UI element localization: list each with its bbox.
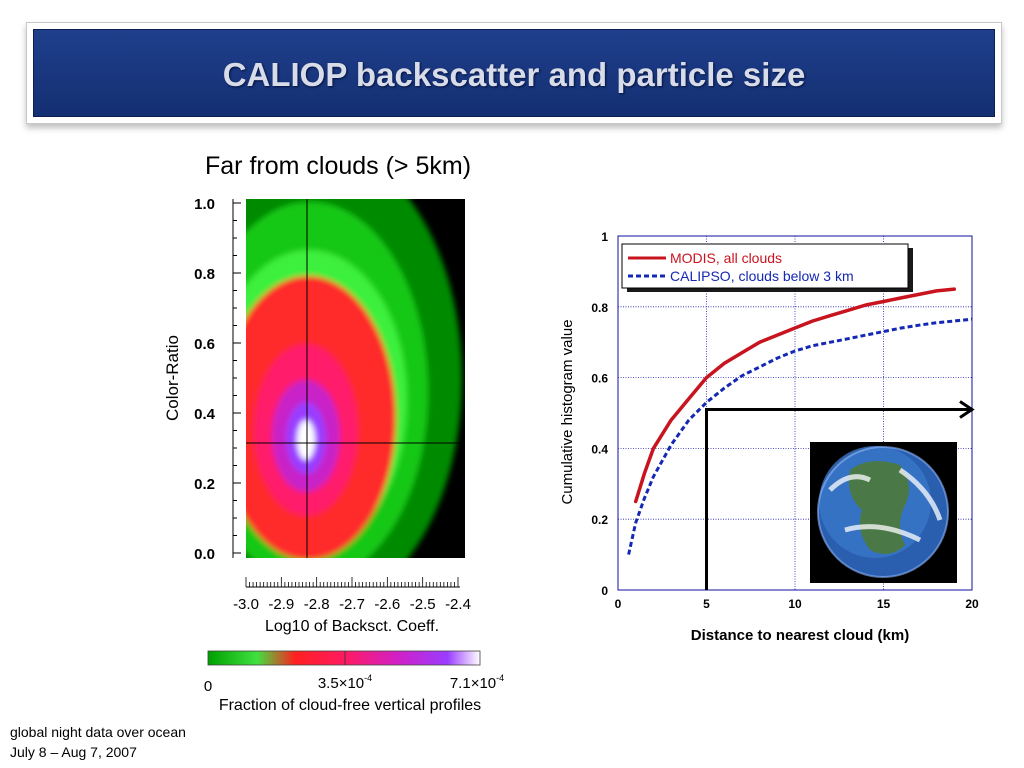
- annotation-arrow-head: [959, 400, 975, 419]
- legend-label-calipso: CALIPSO, clouds below 3 km: [670, 268, 854, 284]
- colorbar-caption: Fraction of cloud-free vertical profiles: [219, 697, 481, 714]
- heatmap-y-axis-label: Color-Ratio: [163, 335, 182, 421]
- heatmap-x-tick-label: -2.4: [445, 596, 471, 613]
- heatmap-y-tick-label: 0.0: [194, 546, 215, 563]
- line-chart-y-tick-label: 0.2: [591, 513, 608, 527]
- heatmap-band-core: [297, 420, 315, 460]
- footnote-line-2: July 8 – Aug 7, 2007: [10, 744, 137, 760]
- line-chart-y-axis-label: Cumulative histogram value: [559, 319, 576, 504]
- title-frame: CALIOP backscatter and particle size: [26, 22, 1002, 124]
- line-chart-x-tick-label: 5: [703, 597, 710, 611]
- heatmap-x-tick-label: -2.5: [410, 596, 436, 613]
- heatmap-x-tick-label: -2.6: [374, 596, 400, 613]
- heatmap-x-axis-label: Log10 of Backsct. Coeff.: [265, 618, 439, 635]
- colorbar-label-mid: 3.5×10-4: [318, 673, 372, 692]
- annotation-arrow: [705, 400, 975, 590]
- line-chart-y-tick-label: 0.8: [591, 301, 608, 315]
- line-chart-x-tick-label: 20: [965, 597, 979, 611]
- colorbar-gradient: [207, 650, 481, 666]
- heatmap-y-axis: 0.0 0.2 0.4 0.6 0.8 1.0: [194, 196, 241, 563]
- line-chart-x-axis-label: Distance to nearest cloud (km): [691, 627, 909, 644]
- line-chart-y-tick-label: 0: [601, 584, 608, 598]
- series-line-modis: [633, 287, 957, 504]
- annotation-arrow-line: [705, 407, 970, 590]
- heatmap-y-tick-label: 0.4: [194, 406, 216, 423]
- line-chart-x-tick-label: 10: [788, 597, 802, 611]
- footnote-line-1: global night data over ocean: [10, 724, 186, 740]
- heatmap-x-tick-label: -2.7: [339, 596, 365, 613]
- line-chart-x-tick-label: 15: [877, 597, 891, 611]
- heatmap-x-tick-label: -2.9: [268, 596, 294, 613]
- heatmap-x-tick-label: -2.8: [304, 596, 330, 613]
- heatmap-y-tick-label: 0.2: [194, 476, 215, 493]
- backscatter-heatmap: 0.00.20.40.60.81.0 -3.0 -2.9 -2.8 -2.7 -2.6-…: [163, 196, 471, 635]
- colorbar-label-max: 7.1×10-4: [450, 673, 504, 692]
- heatmap-y-tick-label: 1.0: [194, 196, 215, 213]
- series-line-calipso: [627, 317, 973, 555]
- heatmap-y-tick-label: 0.8: [194, 266, 215, 283]
- title-bar: CALIOP backscatter and particle size: [33, 29, 995, 117]
- slide-subtitle: Far from clouds (> 5km): [205, 152, 472, 180]
- slide-title: CALIOP backscatter and particle size: [222, 56, 806, 93]
- heatmap-x-tick-label: -3.0: [233, 596, 259, 613]
- legend-box: [621, 243, 909, 289]
- line-chart-series: [627, 287, 973, 555]
- line-chart-y-tick-label: 0.4: [591, 442, 608, 456]
- line-chart-x-tick-label: 0: [615, 597, 622, 611]
- colorbar-label-min: 0: [204, 678, 212, 695]
- heatmap-y-tick-label: 0.6: [194, 336, 215, 353]
- line-chart-legend: MODIS, all clouds CALIPSO, clouds below …: [621, 243, 913, 292]
- heatmap-x-axis: -3.0 -2.9 -2.8 -2.7 -2.6 -2.5 -2.4: [233, 577, 471, 613]
- legend-label-modis: MODIS, all clouds: [670, 250, 782, 266]
- earth-image: [810, 442, 957, 583]
- line-chart-y-tick-label: 1: [601, 230, 608, 244]
- line-chart-y-tick-label: 0.6: [591, 372, 608, 386]
- line-chart-axes: 00.20.40.60.810 5 10 15 20: [591, 230, 979, 611]
- cumulative-histogram-chart: 00.20.40.60.810 5 10 15 20 MODIS, all clouds…: [559, 230, 979, 644]
- colorbar: 0 3.5×10-4 7.1×10-4 Fraction of cloud-fr…: [204, 650, 504, 714]
